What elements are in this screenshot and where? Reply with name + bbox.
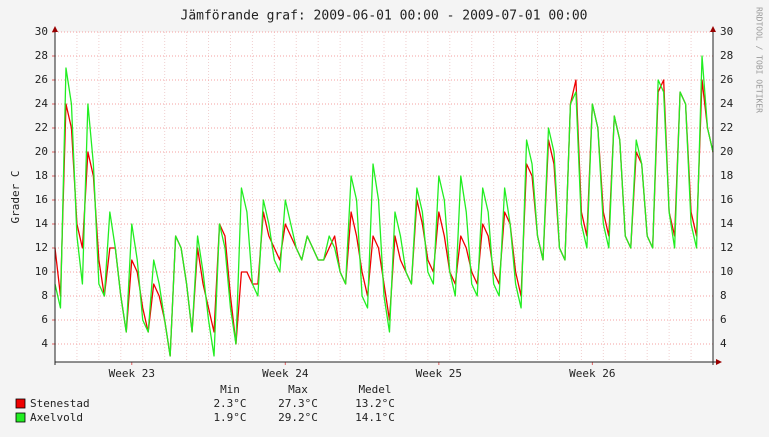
legend-stat: 2.3°C [213, 397, 246, 410]
series-line [54, 55, 714, 357]
legend-label: Axelvold [30, 411, 83, 424]
watermark: RRDTOOL / TOBI OETIKER [755, 7, 764, 113]
legend-stat: 14.1°C [355, 411, 395, 424]
axis-arrow [716, 359, 722, 365]
legend-header: Max [288, 383, 308, 396]
y-tick-label-right: 16 [720, 193, 733, 206]
y-tick-label-right: 22 [720, 121, 733, 134]
lines [54, 55, 714, 357]
y-tick-label: 18 [35, 169, 48, 182]
y-tick-label-right: 26 [720, 73, 733, 86]
x-tick-label: Week 26 [569, 367, 615, 380]
x-tick-label: Week 24 [262, 367, 309, 380]
y-tick-label-right: 28 [720, 49, 733, 62]
y-tick-label: 26 [35, 73, 48, 86]
legend-header: Medel [358, 383, 391, 396]
y-tick-label: 8 [41, 289, 48, 302]
y-axis-label: Grader C [9, 171, 22, 224]
y-tick-label: 22 [35, 121, 48, 134]
y-tick-label: 20 [35, 145, 48, 158]
y-tick-label-right: 14 [720, 217, 734, 230]
y-tick-label-right: 24 [720, 97, 734, 110]
y-tick-label: 16 [35, 193, 48, 206]
y-tick-label: 28 [35, 49, 48, 62]
legend-stat: 13.2°C [355, 397, 395, 410]
y-tick-label: 14 [35, 217, 49, 230]
legend-swatch [15, 398, 26, 409]
y-tick-label: 10 [35, 265, 48, 278]
legend: Min Max Medel Stenestad 2.3°C 27.3°C 13.2°C Axe… [15, 383, 395, 424]
x-tick-label: Week 23 [109, 367, 155, 380]
y-tick-label: 6 [41, 313, 48, 326]
legend-stat: 1.9°C [213, 411, 246, 424]
legend-header: Min [220, 383, 240, 396]
y-tick-label-right: 4 [720, 337, 727, 350]
y-tick-label-right: 12 [720, 241, 733, 254]
axis-arrow [710, 26, 716, 32]
y-tick-label: 24 [35, 97, 49, 110]
y-tick-label-right: 18 [720, 169, 733, 182]
y-tick-label: 4 [41, 337, 48, 350]
axis-arrow [52, 26, 58, 32]
legend-swatch [15, 412, 26, 423]
y-tick-label-right: 30 [720, 25, 733, 38]
y-tick-label-right: 8 [720, 289, 727, 302]
legend-label: Stenestad [30, 397, 90, 410]
x-tick-label: Week 25 [416, 367, 462, 380]
y-tick-label-right: 6 [720, 313, 727, 326]
y-tick-label: 12 [35, 241, 48, 254]
y-tick-label-right: 10 [720, 265, 733, 278]
y-tick-label-right: 20 [720, 145, 733, 158]
y-tick-label: 30 [35, 25, 48, 38]
legend-stat: 29.2°C [278, 411, 318, 424]
chart-title: Jämförande graf: 2009-06-01 00:00 - 2009… [181, 9, 588, 24]
legend-stat: 27.3°C [278, 397, 318, 410]
